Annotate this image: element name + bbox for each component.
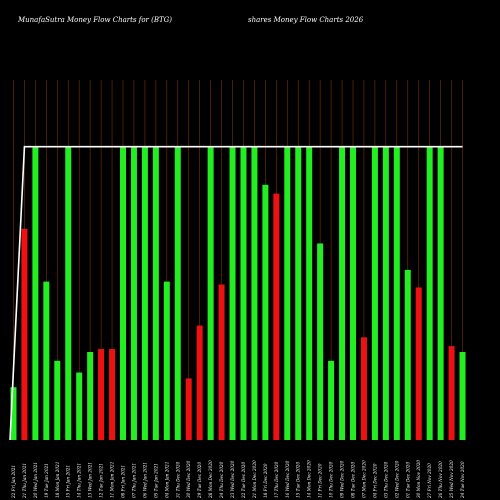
tick-label: 02 Wed Dec 2020 xyxy=(394,460,399,498)
bar xyxy=(174,146,181,440)
tick-label: 26 Thu Nov 2020 xyxy=(438,461,443,499)
bar xyxy=(284,146,291,440)
bar xyxy=(120,146,126,440)
bar xyxy=(229,146,236,440)
tick-label: 19 Tue Jan 2021 xyxy=(44,463,49,498)
bar xyxy=(459,352,466,440)
tick-label: 11 Fri Dec 2020 xyxy=(318,463,323,498)
tick-label: 21 Thu Jan 2021 xyxy=(22,463,27,499)
tick-label: 15 Tue Dec 2020 xyxy=(296,462,301,498)
chart-title: MunafaSutra Money Flow Charts for (BTG) xyxy=(17,16,172,24)
bar xyxy=(360,337,367,440)
money-flow-line xyxy=(9,145,463,441)
bar xyxy=(109,349,116,440)
bar xyxy=(54,360,61,440)
tick-label: 30 Mon Nov 2020 xyxy=(416,460,421,498)
tick-label: 08 Fri Jan 2021 xyxy=(121,465,126,498)
tick-label: 05 Tue Jan 2021 xyxy=(153,463,158,498)
money-flow-line-path xyxy=(9,145,463,441)
tick-label: 06 Wed Jan 2021 xyxy=(142,462,147,498)
tick-label: 24 Thu Dec 2020 xyxy=(219,461,224,499)
bar xyxy=(43,281,50,440)
tick-label: 31 Thu Dec 2020 xyxy=(175,461,180,498)
bar xyxy=(295,146,302,440)
tick-label: 25 Wed Nov 2020 xyxy=(449,460,454,499)
tick-label: 27 Fri Nov 2020 xyxy=(427,463,432,499)
bar xyxy=(437,146,444,440)
tick-label: 22 Fri Jan 2021 xyxy=(11,465,16,499)
bar xyxy=(251,146,258,440)
tick-label: 21 Mon Dec 2020 xyxy=(252,460,257,499)
bar xyxy=(328,360,335,440)
tick-label: 04 Mon Jan 2021 xyxy=(164,462,169,498)
bar xyxy=(76,372,83,440)
bar xyxy=(317,243,324,440)
tick-label: 03 Thu Dec 2020 xyxy=(383,461,388,498)
bar xyxy=(306,146,313,440)
bar xyxy=(448,346,455,440)
bar xyxy=(141,146,148,440)
tick-label: 30 Wed Dec 2020 xyxy=(186,460,191,498)
bar xyxy=(87,352,94,440)
tick-label: 04 Fri Dec 2020 xyxy=(372,463,377,498)
bar xyxy=(415,287,422,440)
x-axis-tick-labels: 22 Fri Jan 2021 21 Thu Jan 2021 20 Wed Jan… xyxy=(11,460,465,499)
bar xyxy=(32,146,39,440)
bar xyxy=(130,146,137,440)
bar xyxy=(404,269,411,440)
tick-label: 14 Thu Jan 2021 xyxy=(77,463,82,498)
bar xyxy=(371,146,378,440)
tick-label: 08 Tue Dec 2020 xyxy=(351,462,356,498)
tick-label: 01 Tue Dec 2020 xyxy=(405,462,410,498)
bar xyxy=(350,146,356,440)
tick-label: 14 Mon Dec 2020 xyxy=(307,460,312,498)
tick-label: 07 Thu Jan 2021 xyxy=(131,463,136,498)
tick-label: 23 Wed Dec 2020 xyxy=(230,460,235,499)
tick-label: 15 Fri Jan 2021 xyxy=(66,465,71,498)
bars xyxy=(10,146,466,440)
bar xyxy=(152,146,159,440)
bar xyxy=(240,146,247,440)
bar xyxy=(273,193,280,440)
tick-label: 13 Wed Jan 2021 xyxy=(88,462,93,498)
bar xyxy=(382,146,389,440)
tick-label: 28 Mon Dec 2020 xyxy=(208,460,213,499)
bar xyxy=(65,146,72,440)
bar xyxy=(10,387,17,440)
bar xyxy=(426,146,433,440)
tick-label: 12 Tue Jan 2021 xyxy=(99,463,104,498)
tick-label: 24 Tue Nov 2020 xyxy=(460,461,465,499)
bar xyxy=(163,281,170,440)
tick-label: 10 Thu Dec 2020 xyxy=(329,461,334,498)
bar xyxy=(21,228,28,440)
tick-label: 16 Wed Dec 2020 xyxy=(285,460,290,498)
tick-label: 07 Mon Dec 2020 xyxy=(361,460,366,498)
bar xyxy=(98,349,105,440)
tick-label: 22 Tue Dec 2020 xyxy=(241,462,246,499)
bar xyxy=(185,378,192,440)
bar xyxy=(218,284,225,440)
tick-label: 11 Mon Jan 2021 xyxy=(110,462,115,498)
tick-label: 29 Tue Dec 2020 xyxy=(197,462,202,499)
tick-label: 09 Wed Dec 2020 xyxy=(340,460,345,498)
bar xyxy=(393,146,400,440)
bar xyxy=(196,325,203,440)
tick-label: 18 Fri Dec 2020 xyxy=(263,463,268,498)
tick-label: 17 Thu Dec 2020 xyxy=(274,461,279,498)
tick-label: 18 Mon Jan 2021 xyxy=(55,462,60,498)
bar xyxy=(207,146,214,440)
chart-title-right: shares Money Flow Charts 2026 xyxy=(248,16,364,24)
tick-label: 20 Wed Jan 2021 xyxy=(33,462,38,499)
bar xyxy=(339,146,346,440)
bar xyxy=(262,184,269,440)
